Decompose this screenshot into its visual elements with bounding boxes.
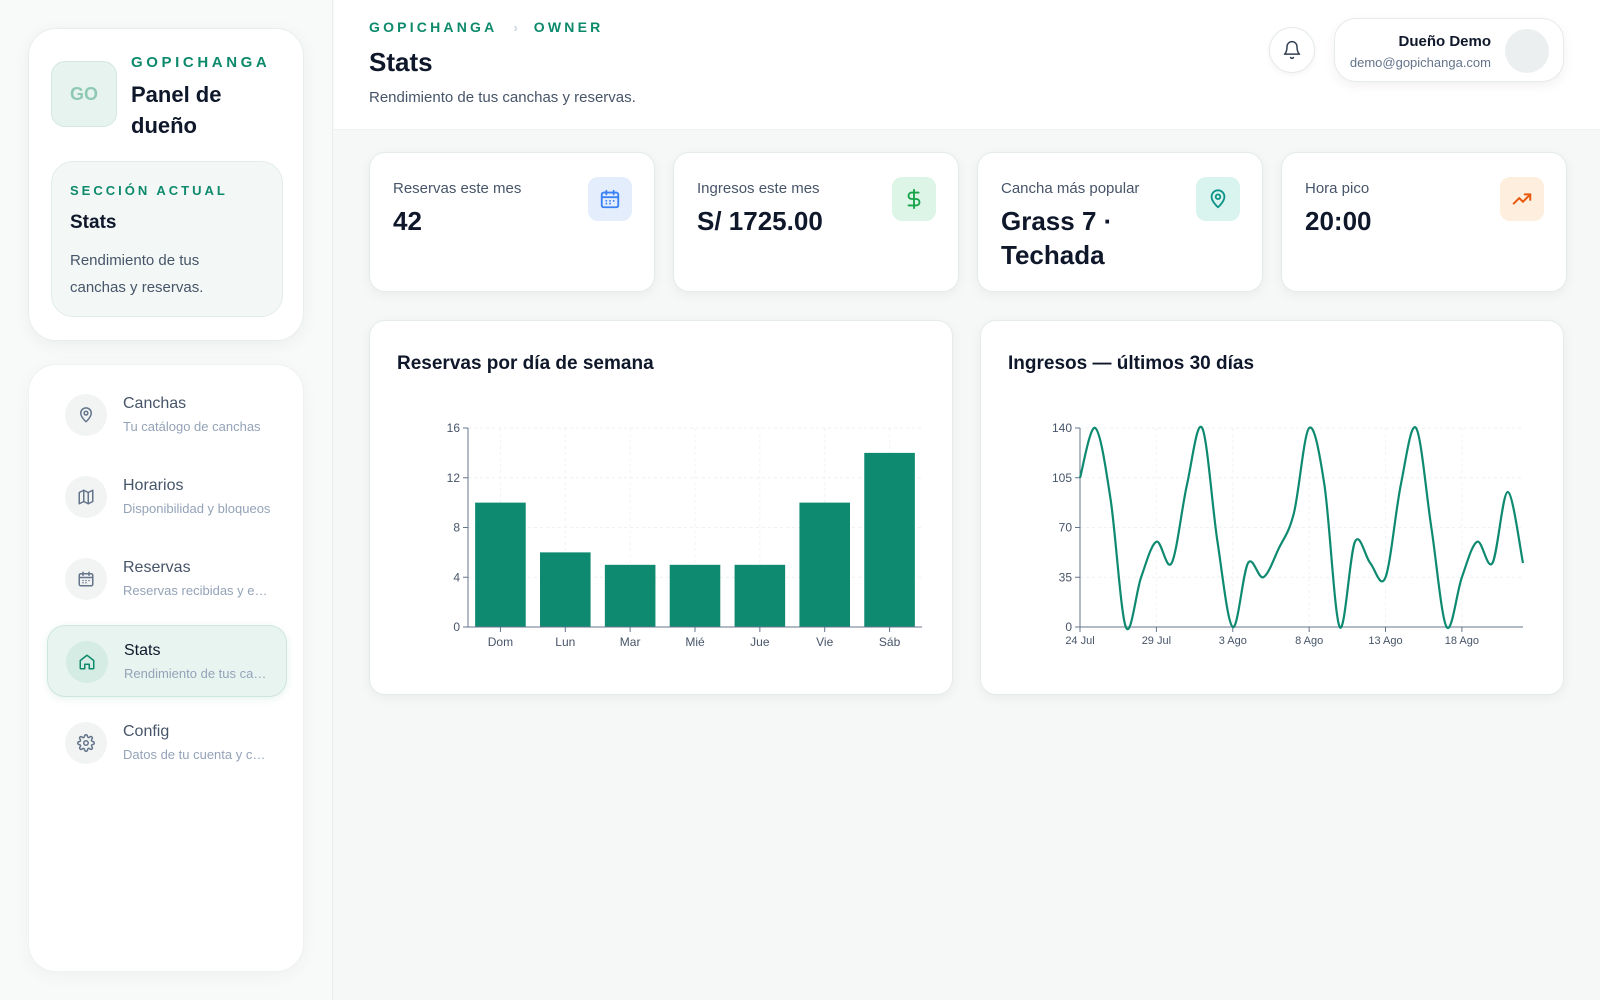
- sidebar-item-canchas[interactable]: Canchas Tu catálogo de canchas: [47, 379, 287, 451]
- chevron-right-icon: ›: [513, 19, 518, 35]
- x-tick-label: Lun: [555, 635, 575, 649]
- stat-label: Reservas este mes: [393, 180, 522, 197]
- x-tick-label: Dom: [488, 635, 513, 649]
- y-tick-label: 70: [1059, 521, 1073, 535]
- bar-Dom: [475, 502, 526, 627]
- current-section-title: Stats: [70, 212, 117, 233]
- bar-Jue: [734, 564, 786, 627]
- dollar-icon: [892, 177, 936, 221]
- bar-Lun: [539, 552, 591, 627]
- stat-label: Cancha más popular: [1001, 180, 1140, 197]
- gear-icon: [65, 722, 107, 764]
- stat-card-cancha-popular: Cancha más popular Grass 7 · Techada: [977, 152, 1263, 292]
- logo: GO: [51, 61, 117, 127]
- bar-Mié: [669, 564, 721, 627]
- sidebar-item-sublabel: Tu catálogo de canchas: [123, 419, 261, 434]
- breadcrumb: GOPICHANGA › OWNER: [369, 19, 603, 35]
- sidebar-item-reservas[interactable]: Reservas Reservas recibidas y estados: [47, 543, 287, 615]
- series-line-ingresos: [1078, 425, 1525, 631]
- sidebar-item-label: Config: [123, 723, 170, 740]
- sidebar-item-sublabel: Rendimiento de tus canchas: [124, 666, 272, 681]
- x-tick-label: 3 Ago: [1219, 635, 1247, 647]
- x-tick-label: Mié: [685, 635, 705, 649]
- user-email: demo@gopichanga.com: [1349, 55, 1491, 70]
- bar-chart: 0 4 8 12 16 Dom Lun Mar Mié Jue Vie Sáb: [447, 421, 922, 649]
- chart-card-ingresos-30: Ingresos — últimos 30 días 0 35 70 105 140 24…: [980, 320, 1564, 695]
- sidebar-item-horarios[interactable]: Horarios Disponibilidad y bloqueos: [47, 461, 287, 533]
- sidebar-item-sublabel: Disponibilidad y bloqueos: [123, 501, 271, 516]
- home-icon: [66, 641, 108, 683]
- brand-name: GOPICHANGA: [131, 54, 271, 71]
- sidebar-item-label: Canchas: [123, 395, 187, 412]
- current-section-description: Rendimiento de tus canchas y reservas.: [70, 252, 204, 296]
- x-tick-label: 29 Jul: [1142, 635, 1171, 647]
- sidebar: GO GOPICHANGA Panel de dueño SECCIÓN ACT…: [0, 0, 333, 1000]
- stat-value: 20:00: [1305, 206, 1372, 236]
- chart-card-reservas-dia: Reservas por día de semana 0 4 8 12 16 Dom Lun…: [369, 320, 953, 695]
- stat-value: 42: [393, 206, 422, 236]
- map-icon: [65, 476, 107, 518]
- y-tick-label: 140: [1052, 421, 1072, 435]
- y-tick-label: 0: [1065, 620, 1072, 634]
- x-tick-label: Mar: [620, 635, 641, 649]
- y-tick-label: 12: [447, 471, 461, 485]
- x-tick-label: Jue: [750, 635, 770, 649]
- y-tick-label: 4: [453, 570, 460, 584]
- y-tick-label: 0: [453, 620, 460, 634]
- chart-title: Ingresos — últimos 30 días: [1008, 353, 1255, 374]
- bar-Sáb: [864, 452, 915, 627]
- sidebar-nav: Canchas Tu catálogo de canchas Horarios …: [28, 364, 304, 972]
- y-tick-label: 35: [1059, 570, 1073, 584]
- sidebar-item-sublabel: Reservas recibidas y estados: [123, 583, 271, 598]
- panel-title: Panel de dueño: [131, 82, 222, 138]
- logo-text: GO: [69, 83, 98, 104]
- calendar-icon: [588, 177, 632, 221]
- brand-card: GO GOPICHANGA Panel de dueño SECCIÓN ACT…: [28, 28, 304, 341]
- bell-icon: [1283, 40, 1301, 60]
- y-tick-label: 16: [447, 421, 461, 435]
- x-tick-label: 24 Jul: [1065, 635, 1094, 647]
- sidebar-item-sublabel: Datos de tu cuenta y cancha: [123, 747, 271, 762]
- y-tick-label: 105: [1052, 471, 1072, 485]
- user-menu[interactable]: Dueño Demo demo@gopichanga.com: [1334, 18, 1564, 82]
- stat-card-hora-pico: Hora pico 20:00: [1281, 152, 1567, 292]
- bar-Mar: [604, 564, 656, 627]
- stat-card-ingresos: Ingresos este mes S/ 1725.00: [673, 152, 959, 292]
- bar-Vie: [799, 502, 851, 627]
- stat-card-reservas: Reservas este mes 42: [369, 152, 655, 292]
- breadcrumb-item[interactable]: OWNER: [533, 19, 604, 35]
- trending-up-icon: [1500, 177, 1544, 221]
- sidebar-item-stats[interactable]: Stats Rendimiento de tus canchas: [47, 625, 287, 697]
- page-title: Stats: [369, 47, 433, 77]
- map-pin-icon: [1196, 177, 1240, 221]
- calendar-icon: [65, 558, 107, 600]
- current-section-box: SECCIÓN ACTUAL Stats Rendimiento de tus …: [51, 161, 283, 317]
- y-tick-label: 8: [453, 521, 460, 535]
- sidebar-item-label: Horarios: [123, 477, 184, 494]
- stat-label: Hora pico: [1305, 180, 1370, 197]
- sidebar-item-label: Reservas: [123, 559, 191, 576]
- sidebar-item-label: Stats: [124, 642, 161, 659]
- x-tick-label: Vie: [816, 635, 833, 649]
- map-pin-icon: [65, 394, 107, 436]
- page-header: GOPICHANGA › OWNER Stats Rendimiento de …: [334, 0, 1600, 130]
- user-name: Dueño Demo: [1398, 33, 1491, 50]
- chart-title: Reservas por día de semana: [397, 353, 654, 374]
- stat-value: S/ 1725.00: [697, 206, 823, 236]
- page-subtitle: Rendimiento de tus canchas y reservas.: [369, 89, 636, 106]
- line-chart: 0 35 70 105 140 24 Jul 29 Jul 3 Ago 8 Ago 13 Ago 1…: [1052, 421, 1525, 647]
- x-tick-label: Sáb: [879, 635, 901, 649]
- x-tick-label: 13 Ago: [1368, 635, 1402, 647]
- current-section-label: SECCIÓN ACTUAL: [70, 183, 228, 198]
- x-tick-label: 8 Ago: [1295, 635, 1323, 647]
- x-tick-label: 18 Ago: [1445, 635, 1479, 647]
- stat-value: Grass 7 · Techada: [1001, 206, 1113, 270]
- notifications-button[interactable]: [1269, 27, 1315, 73]
- avatar[interactable]: [1505, 29, 1549, 73]
- breadcrumb-item[interactable]: GOPICHANGA: [369, 19, 498, 35]
- stat-label: Ingresos este mes: [697, 180, 820, 197]
- sidebar-item-config[interactable]: Config Datos de tu cuenta y cancha: [47, 707, 287, 779]
